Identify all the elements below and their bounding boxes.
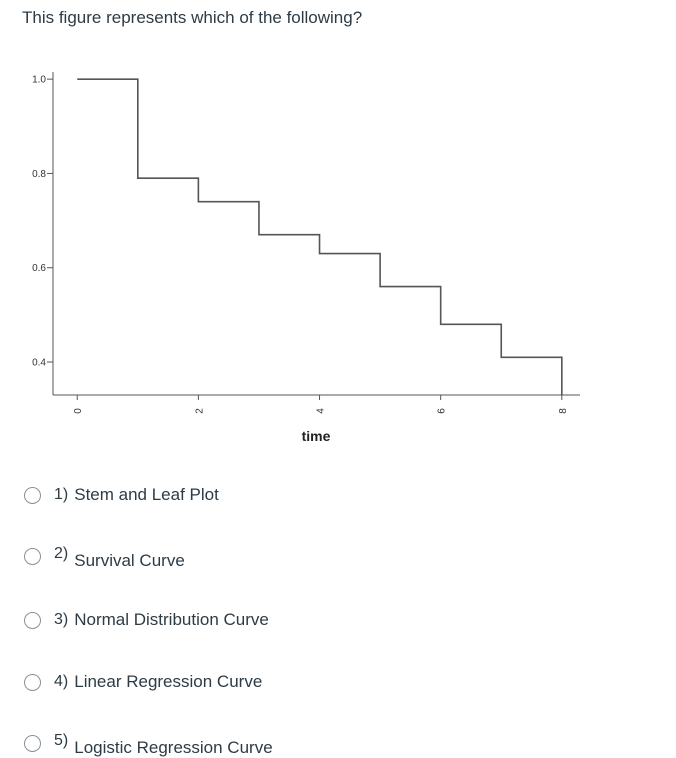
radio-button-icon[interactable] [24, 734, 41, 752]
radio-button-icon[interactable] [24, 673, 41, 691]
option-number: 2) [54, 545, 69, 562]
option-number: 4) [54, 673, 69, 690]
y-tick-label: 0.4 [32, 358, 46, 369]
chart-axes: 1.0 0.8 0.6 0.4 0 2 4 6 8 [32, 72, 580, 414]
option-label: Linear Regression Curve [74, 672, 263, 691]
radio-button-icon[interactable] [24, 547, 41, 565]
x-tick-label: 4 [316, 408, 327, 414]
option-1[interactable]: 1) Stem and Leaf Plot [24, 485, 219, 505]
x-tick-label: 8 [558, 408, 569, 414]
option-3[interactable]: 3) Normal Distribution Curve [24, 610, 269, 630]
x-axis-label: time [302, 428, 331, 444]
option-4[interactable]: 4) Linear Regression Curve [24, 672, 262, 692]
survival-step-line [77, 78, 563, 395]
y-tick-label: 0.6 [32, 263, 46, 274]
y-tick-label: 0.8 [32, 169, 46, 180]
step-curve-group [77, 78, 563, 395]
option-label: Stem and Leaf Plot [74, 485, 219, 504]
question-text: This figure represents which of the foll… [22, 8, 363, 27]
option-label: Survival Curve [74, 551, 185, 570]
option-number: 1) [54, 486, 69, 503]
option-number: 3) [54, 611, 69, 628]
x-tick-label: 0 [73, 408, 84, 414]
option-number: 5) [54, 732, 69, 749]
option-label: Normal Distribution Curve [74, 610, 269, 629]
radio-button-icon[interactable] [24, 486, 41, 504]
option-5[interactable]: 5) Logistic Regression Curve [24, 732, 273, 757]
survival-chart: 1.0 0.8 0.6 0.4 0 2 4 6 8 time [32, 72, 580, 444]
y-tick-label: 1.0 [32, 75, 46, 86]
option-label: Logistic Regression Curve [74, 738, 273, 757]
x-tick-label: 2 [194, 408, 205, 414]
option-2[interactable]: 2) Survival Curve [24, 545, 185, 570]
x-tick-label: 6 [437, 408, 448, 414]
radio-button-icon[interactable] [24, 611, 41, 629]
